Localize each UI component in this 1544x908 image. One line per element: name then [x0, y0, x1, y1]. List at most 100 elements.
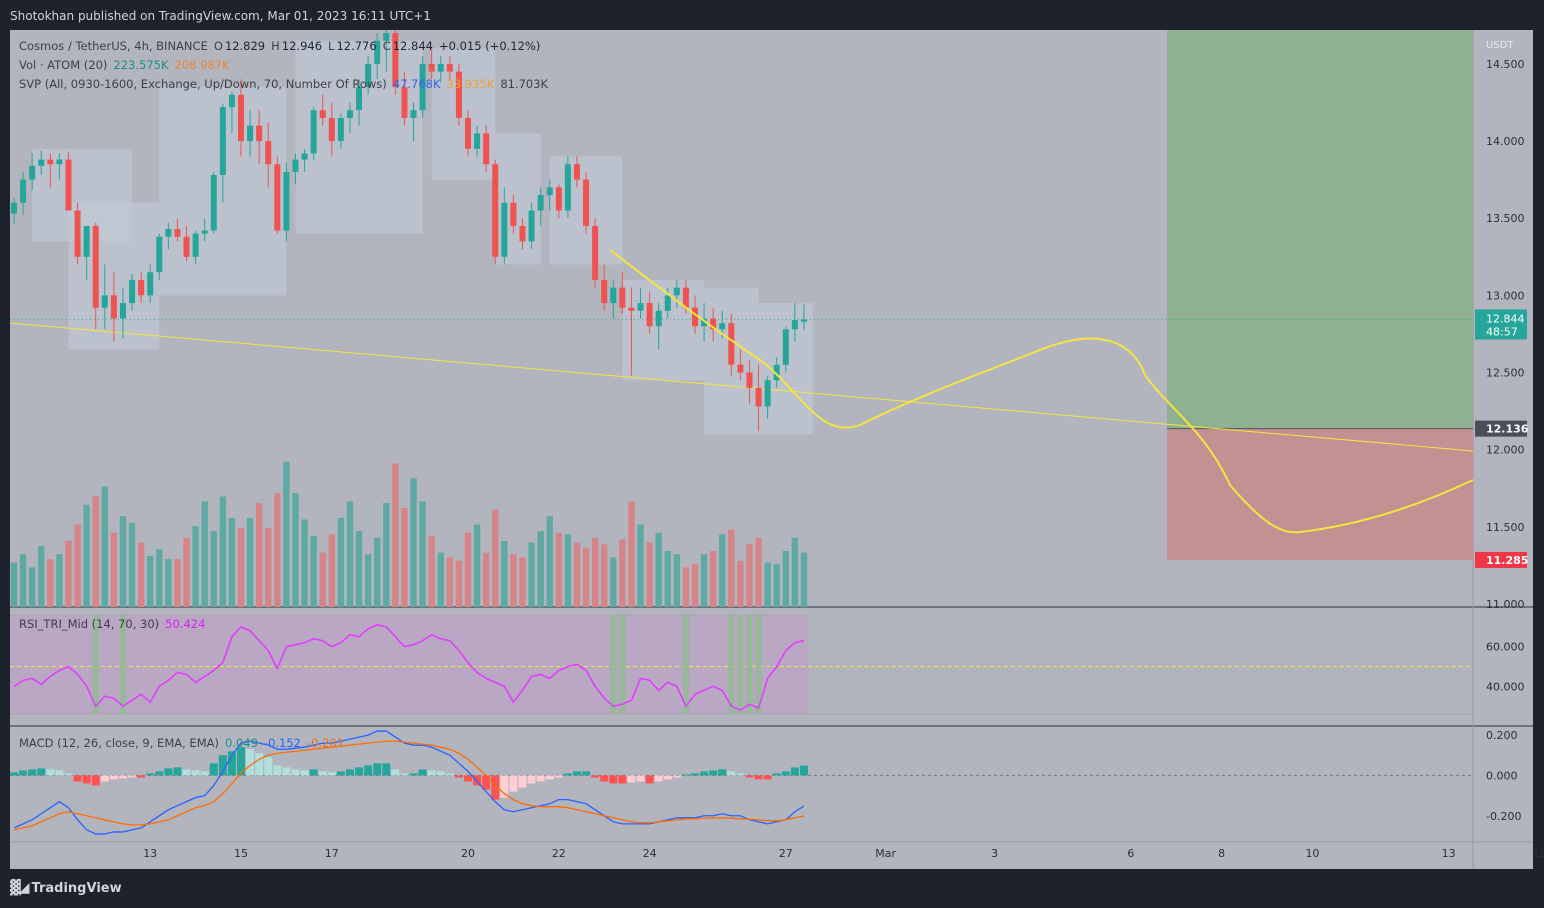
macd-histogram-bar	[173, 767, 182, 776]
macd-histogram-bar	[618, 775, 627, 784]
macd-histogram-bar	[273, 765, 282, 776]
macd-histogram-bar	[91, 775, 100, 786]
rsi-tick-label: 60.000	[1486, 641, 1525, 654]
volume-bar	[437, 552, 444, 607]
volume-bar	[482, 552, 490, 607]
volume-bar	[492, 509, 499, 607]
macd-histogram-bar	[218, 755, 227, 776]
candle-body	[310, 110, 317, 154]
price-tick-label: 14.000	[1486, 135, 1525, 148]
macd-histogram-bar	[182, 769, 191, 776]
candle-body	[101, 295, 108, 308]
svp-legend: SVP (All, 0930-1600, Exchange, Up/Down, …	[19, 77, 554, 91]
volume-ma-value: 208.987K	[174, 58, 230, 72]
macd-legend: MACD (12, 26, close, 9, EMA, EMA) 0.049 -0…	[19, 736, 350, 750]
candle-body	[256, 125, 263, 142]
macd-histogram-bar	[473, 775, 482, 786]
volume-bar	[419, 501, 426, 607]
macd-histogram-bar	[191, 770, 200, 776]
volume-bar	[401, 508, 408, 607]
volume-bar	[92, 496, 99, 607]
volume-bar	[19, 554, 27, 607]
macd-histogram-bar	[37, 768, 46, 776]
candle-body	[301, 153, 308, 160]
macd-histogram-bar	[164, 768, 173, 776]
symbol-name[interactable]: Cosmos / TetherUS, 4h, BINANCE	[19, 39, 208, 53]
macd-histogram-bar	[727, 771, 736, 776]
time-axis-background	[10, 842, 1533, 869]
price-tick-label: 11.000	[1486, 598, 1525, 611]
volume-profile-block	[622, 279, 705, 381]
candle-body	[328, 117, 335, 142]
macd-histogram-bar	[609, 775, 618, 784]
macd-histogram-bar	[400, 773, 409, 776]
macd-histogram-bar	[418, 769, 427, 776]
macd-histogram-bar	[391, 769, 400, 776]
candle-body	[219, 107, 226, 176]
candle-body	[555, 187, 562, 211]
macd-histogram-bar	[790, 767, 799, 776]
macd-histogram-bar	[491, 775, 500, 800]
candle-body	[455, 71, 462, 118]
volume-bar	[782, 550, 789, 607]
volume-bar	[392, 463, 399, 607]
candle-body	[110, 295, 117, 319]
volume-bar	[255, 503, 263, 607]
macd-histogram-bar	[55, 770, 64, 776]
candle-body	[92, 225, 99, 308]
volume-bar	[582, 547, 590, 607]
candle-body	[119, 303, 126, 319]
candle-body	[474, 133, 481, 149]
candle-body	[274, 164, 281, 231]
volume-bar	[364, 554, 372, 607]
volume-bar	[201, 501, 208, 607]
rsi-tick-label: 40.000	[1486, 680, 1525, 693]
candle-body	[592, 225, 599, 280]
high-label: H	[271, 39, 280, 53]
volume-bar	[546, 516, 553, 607]
macd-histogram-bar	[654, 775, 663, 782]
rsi-label[interactable]: RSI_TRI_Mid (14, 70, 30)	[19, 617, 160, 631]
price-tick-label: 14.500	[1486, 58, 1525, 71]
candle-body	[746, 372, 753, 388]
svp-label[interactable]: SVP (All, 0930-1600, Exchange, Up/Down, …	[19, 77, 387, 91]
current-price-label-bg	[1475, 309, 1527, 340]
macd-histogram-bar	[318, 771, 327, 776]
rsi-value: 50.424	[165, 617, 206, 631]
candle-body	[465, 117, 471, 149]
macd-histogram-bar	[454, 775, 463, 778]
time-tick-label: 13	[143, 847, 157, 860]
macd-label[interactable]: MACD (12, 26, close, 9, EMA, EMA)	[19, 736, 219, 750]
macd-histogram-bar	[237, 747, 245, 776]
low-value: 12.776	[336, 39, 377, 53]
macd-histogram-bar	[772, 773, 781, 776]
volume-bar	[655, 532, 662, 607]
time-tick-label: 13	[1442, 847, 1456, 860]
volume-bar	[537, 531, 544, 607]
candle-body	[147, 272, 154, 296]
candle-body	[601, 279, 608, 304]
rsi-oversold-highlight	[755, 615, 762, 714]
volume-bar	[673, 554, 681, 607]
volume-bar	[310, 536, 317, 607]
tradingview-logo[interactable]: ▓◢ TradingView	[10, 880, 122, 896]
macd-histogram-bar	[382, 763, 391, 776]
symbol-legend: Cosmos / TetherUS, 4h, BINANCE O 12.829 H 12…	[19, 39, 546, 53]
volume-label[interactable]: Vol · ATOM (20)	[19, 58, 108, 72]
macd-histogram-bar	[445, 773, 454, 776]
macd-histogram-bar	[745, 775, 754, 778]
target-zone	[1167, 30, 1473, 429]
volume-bar	[228, 517, 236, 607]
candle-body	[673, 287, 680, 296]
candle-body	[501, 202, 508, 257]
time-tick-label: 24	[643, 847, 657, 860]
macd-histogram-bar	[345, 769, 354, 776]
price-tick-label: 13.500	[1486, 212, 1525, 225]
svp-total-value: 81.703K	[500, 77, 549, 91]
volume-bar	[628, 501, 635, 607]
candle-body	[419, 63, 426, 111]
svp-up-value: 47.768K	[392, 77, 441, 91]
macd-histogram-bar	[364, 765, 373, 776]
candle-body	[374, 40, 381, 64]
